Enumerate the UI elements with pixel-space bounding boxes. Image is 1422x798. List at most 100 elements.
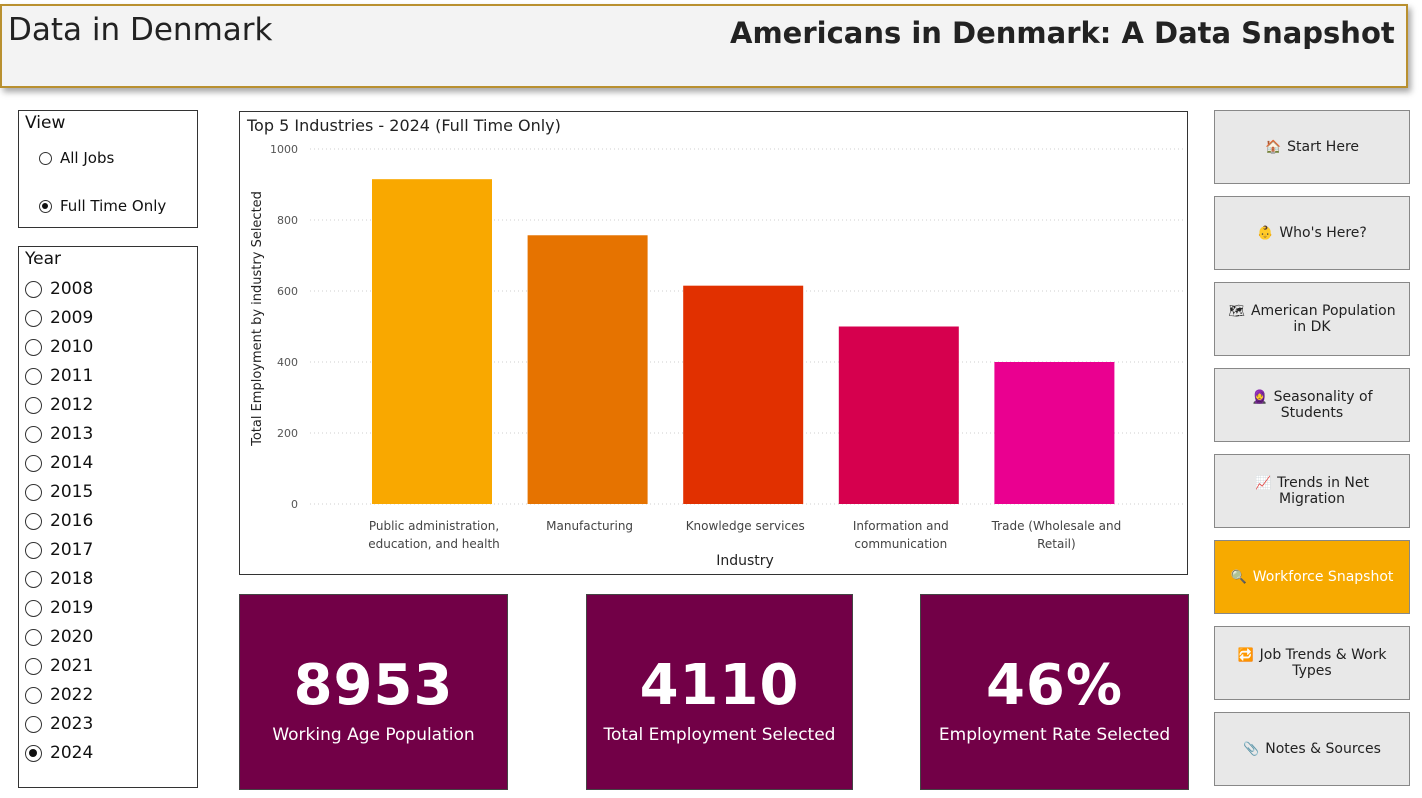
nav-button-workforce-snapshot[interactable]: 🔍 Workforce Snapshot <box>1214 540 1410 614</box>
nav-button-content: 🧕 Seasonality of Students <box>1221 389 1403 421</box>
nav-button-label: Job Trends & Work Types <box>1259 647 1387 679</box>
nav-button-content: 📈 Trends in Net Migration <box>1221 475 1403 507</box>
radio-icon[interactable] <box>25 512 42 530</box>
header-banner: Data in Denmark Americans in Denmark: A … <box>0 4 1408 88</box>
radio-icon[interactable] <box>25 483 42 501</box>
nav-button-american-population-in-dk[interactable]: 🗺 American Population in DK <box>1214 282 1410 356</box>
year-option-2019[interactable]: 2019 <box>25 598 93 618</box>
nav-button-label: Who's Here? <box>1279 225 1367 241</box>
nav-button-who-s-here[interactable]: 👶 Who's Here? <box>1214 196 1410 270</box>
year-option-2017[interactable]: 2017 <box>25 540 93 560</box>
radio-icon[interactable] <box>25 657 42 675</box>
x-tick-label: Retail) <box>1037 537 1076 551</box>
year-option-2022[interactable]: 2022 <box>25 685 93 705</box>
year-option-2020[interactable]: 2020 <box>25 627 93 647</box>
radio-checked-icon[interactable] <box>25 744 42 762</box>
view-option-full-time[interactable]: Full Time Only <box>39 197 166 215</box>
year-option-2024[interactable]: 2024 <box>25 743 93 763</box>
student-icon: 🧕 <box>1251 390 1268 405</box>
year-option-2010[interactable]: 2010 <box>25 337 93 357</box>
view-slicer: View All Jobs Full Time Only <box>18 110 198 228</box>
radio-icon[interactable] <box>25 309 42 327</box>
nav-button-job-trends-work-types[interactable]: 🔁 Job Trends & Work Types <box>1214 626 1410 700</box>
radio-icon[interactable] <box>25 599 42 617</box>
radio-icon[interactable] <box>25 338 42 356</box>
repeat-icon: 🔁 <box>1237 648 1254 663</box>
year-option-label: 2017 <box>50 540 94 560</box>
radio-icon[interactable] <box>25 367 42 385</box>
radio-icon[interactable] <box>25 628 42 646</box>
kpi-employment-rate: 46% Employment Rate Selected <box>920 594 1189 790</box>
map-icon: 🗺 <box>1228 304 1245 319</box>
y-tick-label: 800 <box>277 214 298 227</box>
x-tick-label: education, and health <box>368 537 500 551</box>
radio-icon[interactable] <box>25 454 42 472</box>
x-tick-label: Information and <box>853 519 949 533</box>
year-option-label: 2023 <box>50 714 94 734</box>
paperclip-icon: 📎 <box>1243 742 1260 757</box>
year-option-2015[interactable]: 2015 <box>25 482 93 502</box>
kpi-working-age-population: 8953 Working Age Population <box>239 594 508 790</box>
nav-button-trends-in-net-migration[interactable]: 📈 Trends in Net Migration <box>1214 454 1410 528</box>
view-slicer-title: View <box>25 113 66 133</box>
year-option-label: 2015 <box>50 482 94 502</box>
radio-icon[interactable] <box>39 151 52 165</box>
nav-button-seasonality-of-students[interactable]: 🧕 Seasonality of Students <box>1214 368 1410 442</box>
nav-button-label: Start Here <box>1287 139 1360 155</box>
kpi-value: 46% <box>985 653 1124 718</box>
chart-canvas: Top 5 Industries - 2024 (Full Time Only)… <box>246 116 1185 569</box>
bar-1 <box>372 179 492 505</box>
x-tick-label: communication <box>854 537 947 551</box>
nav-button-content: 🏠 Start Here <box>1265 139 1359 155</box>
y-tick-label: 200 <box>277 427 298 440</box>
x-tick-label: Public administration, <box>369 519 499 533</box>
year-option-2021[interactable]: 2021 <box>25 656 93 676</box>
radio-icon[interactable] <box>25 396 42 414</box>
year-option-2016[interactable]: 2016 <box>25 511 93 531</box>
radio-icon[interactable] <box>25 715 42 733</box>
site-title: Data in Denmark <box>8 12 273 48</box>
year-option-label: 2021 <box>50 656 94 676</box>
year-option-label: 2022 <box>50 685 94 705</box>
industry-bar-chart: Top 5 Industries - 2024 (Full Time Only)… <box>239 111 1188 575</box>
person-icon: 👶 <box>1257 226 1274 241</box>
nav-button-start-here[interactable]: 🏠 Start Here <box>1214 110 1410 184</box>
year-option-label: 2014 <box>50 453 94 473</box>
radio-icon[interactable] <box>25 280 42 298</box>
year-option-label: 2018 <box>50 569 94 589</box>
year-option-2009[interactable]: 2009 <box>25 308 93 328</box>
radio-icon[interactable] <box>25 541 42 559</box>
view-option-label: All Jobs <box>60 149 115 167</box>
year-option-2012[interactable]: 2012 <box>25 395 93 415</box>
nav-button-notes-sources[interactable]: 📎 Notes & Sources <box>1214 712 1410 786</box>
year-option-2008[interactable]: 2008 <box>25 279 93 299</box>
y-tick-label: 0 <box>291 498 298 511</box>
year-option-2023[interactable]: 2023 <box>25 714 93 734</box>
kpi-label: Employment Rate Selected <box>938 725 1171 745</box>
kpi-label: Working Age Population <box>272 725 475 745</box>
radio-icon[interactable] <box>25 686 42 704</box>
radio-icon[interactable] <box>25 425 42 443</box>
y-tick-label: 400 <box>277 356 298 369</box>
nav-button-content: 📎 Notes & Sources <box>1243 741 1381 757</box>
view-option-all-jobs[interactable]: All Jobs <box>39 149 114 167</box>
year-option-label: 2016 <box>50 511 94 531</box>
year-option-2014[interactable]: 2014 <box>25 453 93 473</box>
year-option-2011[interactable]: 2011 <box>25 366 93 386</box>
y-tick-label: 1000 <box>270 143 298 156</box>
radio-checked-icon[interactable] <box>39 199 52 213</box>
year-option-2013[interactable]: 2013 <box>25 424 93 444</box>
nav-button-label: Seasonality of Students <box>1273 389 1373 421</box>
kpi-label: Total Employment Selected <box>603 725 836 745</box>
magnifier-icon: 🔍 <box>1230 570 1247 585</box>
kpi-value: 8953 <box>293 653 454 718</box>
nav-button-label: Notes & Sources <box>1265 741 1381 757</box>
bar-4 <box>838 326 959 504</box>
year-option-2018[interactable]: 2018 <box>25 569 93 589</box>
nav-button-label: Trends in Net Migration <box>1277 475 1370 507</box>
nav-button-content: 🗺 American Population in DK <box>1221 303 1403 335</box>
year-option-label: 2024 <box>50 743 94 763</box>
radio-icon[interactable] <box>25 570 42 588</box>
y-tick-label: 600 <box>277 285 298 298</box>
view-option-label: Full Time Only <box>60 197 167 215</box>
